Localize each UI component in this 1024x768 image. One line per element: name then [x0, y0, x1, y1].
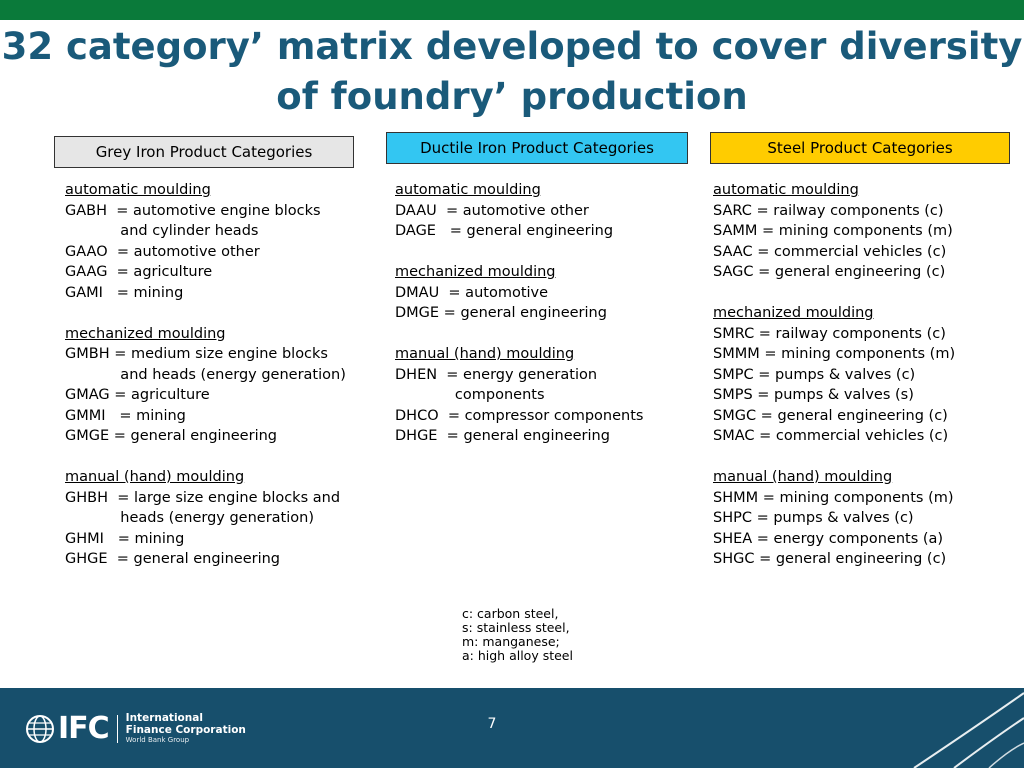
category-section: mechanized moulding GMBH = medium size en… [65, 324, 395, 447]
section-heading: manual (hand) moulding [395, 346, 575, 362]
section-heading: manual (hand) moulding [65, 469, 245, 485]
decorative-arcs-icon [913, 692, 1024, 768]
category-line: components [395, 387, 545, 403]
section-heading: automatic moulding [65, 182, 211, 198]
category-line: DMGE = general engineering [395, 305, 607, 321]
category-line: DHCO = compressor components [395, 407, 644, 424]
category-line: SHGC = general engineering (c) [713, 551, 947, 567]
legend-note: s: stainless steel, [462, 620, 570, 635]
category-line: SMGC = general engineering (c) [713, 407, 948, 424]
grey-iron-category-header: Grey Iron Product Categories [54, 136, 354, 168]
category-line: SMPS = pumps & valves (s) [713, 387, 914, 403]
category-section: mechanized moulding SMRC = railway compon… [713, 303, 1013, 447]
logo-words: International Finance Corporation World … [126, 712, 246, 745]
title-line-2: of foundry’ production [276, 75, 748, 118]
slide-title: 32 category’ matrix developed to cover d… [0, 22, 1024, 122]
logo-divider [116, 714, 118, 743]
material-legend: c: carbon steel, s: stainless steel, m: … [462, 607, 573, 663]
logo-line-2: Finance Corporation [125, 724, 246, 736]
category-line: SAMM = mining components (m) [713, 223, 953, 239]
globe-icon [26, 714, 54, 743]
footer-bar: IFC International Finance Corporation Wo… [0, 688, 1024, 768]
category-line: SMAC = commercial vehicles (c) [713, 428, 949, 444]
category-line: SHPC = pumps & valves (c) [713, 510, 914, 526]
category-line: GMGE = general engineering [65, 428, 277, 444]
logo-line-1: International [125, 712, 203, 724]
category-line: DHEN = energy generation [395, 366, 598, 383]
section-heading: mechanized moulding [65, 325, 226, 342]
legend-note: a: high alloy steel [462, 648, 573, 663]
steel-category-header: Steel Product Categories [710, 132, 1010, 164]
category-line: heads (energy generation) [65, 510, 314, 526]
category-line: DAAU = automotive other [395, 202, 589, 219]
category-line: GAAG = agriculture [65, 264, 213, 280]
category-line: GABH = automotive engine blocks [65, 202, 321, 219]
category-line: DMAU = automotive [395, 284, 549, 301]
ifc-logo: IFC International Finance Corporation Wo… [25, 712, 246, 745]
category-line: SMMM = mining components (m) [713, 346, 956, 362]
ductile-iron-column: automatic moulding DAAU = automotive othe… [395, 180, 705, 467]
category-section: automatic moulding DAAU = automotive othe… [395, 180, 705, 242]
category-line: GMBH = medium size engine blocks [65, 346, 328, 362]
category-section: manual (hand) moulding DHEN = energy gene… [395, 344, 705, 447]
category-line: GHBH = large size engine blocks and [65, 489, 341, 506]
grey-iron-column: automatic moulding GABH = automotive engi… [65, 180, 395, 590]
category-line: SHMM = mining components (m) [713, 489, 954, 506]
category-line: SARC = railway components (c) [713, 202, 944, 219]
category-line: and heads (energy generation) [65, 366, 346, 383]
steel-column: automatic moulding SARC = railway compone… [713, 180, 1013, 590]
category-section: manual (hand) moulding GHBH = large size … [65, 467, 395, 570]
category-line: SAGC = general engineering (c) [713, 264, 946, 280]
category-line: GMAG = agriculture [65, 387, 210, 403]
category-section: automatic moulding GABH = automotive engi… [65, 180, 395, 303]
category-line: DHGE = general engineering [395, 428, 610, 444]
ductile-iron-category-header: Ductile Iron Product Categories [386, 132, 688, 164]
title-line-1: 32 category’ matrix developed to cover d… [1, 25, 1023, 68]
page-number: 7 [487, 716, 497, 732]
section-heading: mechanized moulding [395, 264, 556, 280]
category-line: SMRC = railway components (c) [713, 325, 946, 342]
section-heading: mechanized moulding [713, 305, 874, 321]
section-heading: manual (hand) moulding [713, 469, 893, 485]
category-line: GHMI = mining [65, 530, 185, 547]
category-line: GMMI = mining [65, 407, 186, 424]
category-line: GHGE = general engineering [65, 551, 280, 567]
category-line: GAMI = mining [65, 284, 184, 301]
legend-note: m: manganese; [462, 634, 560, 649]
category-line: GAAO = automotive other [65, 243, 260, 260]
category-section: manual (hand) moulding SHMM = mining comp… [713, 467, 1013, 570]
category-line: DAGE = general engineering [395, 223, 614, 239]
ifc-wordmark: IFC [58, 710, 110, 746]
legend-note: c: carbon steel, [462, 606, 559, 621]
category-line: SHEA = energy components (a) [713, 530, 944, 547]
logo-line-3: World Bank Group [125, 736, 190, 744]
category-section: mechanized moulding DMAU = automotive DMGE… [395, 262, 705, 324]
category-line: and cylinder heads [65, 223, 259, 239]
category-section: automatic moulding SARC = railway compone… [713, 180, 1013, 283]
category-line: SMPC = pumps & valves (c) [713, 366, 916, 383]
section-heading: automatic moulding [395, 182, 541, 198]
section-heading: automatic moulding [713, 182, 859, 198]
category-line: SAAC = commercial vehicles (c) [713, 243, 947, 260]
top-accent-bar [0, 0, 1024, 20]
